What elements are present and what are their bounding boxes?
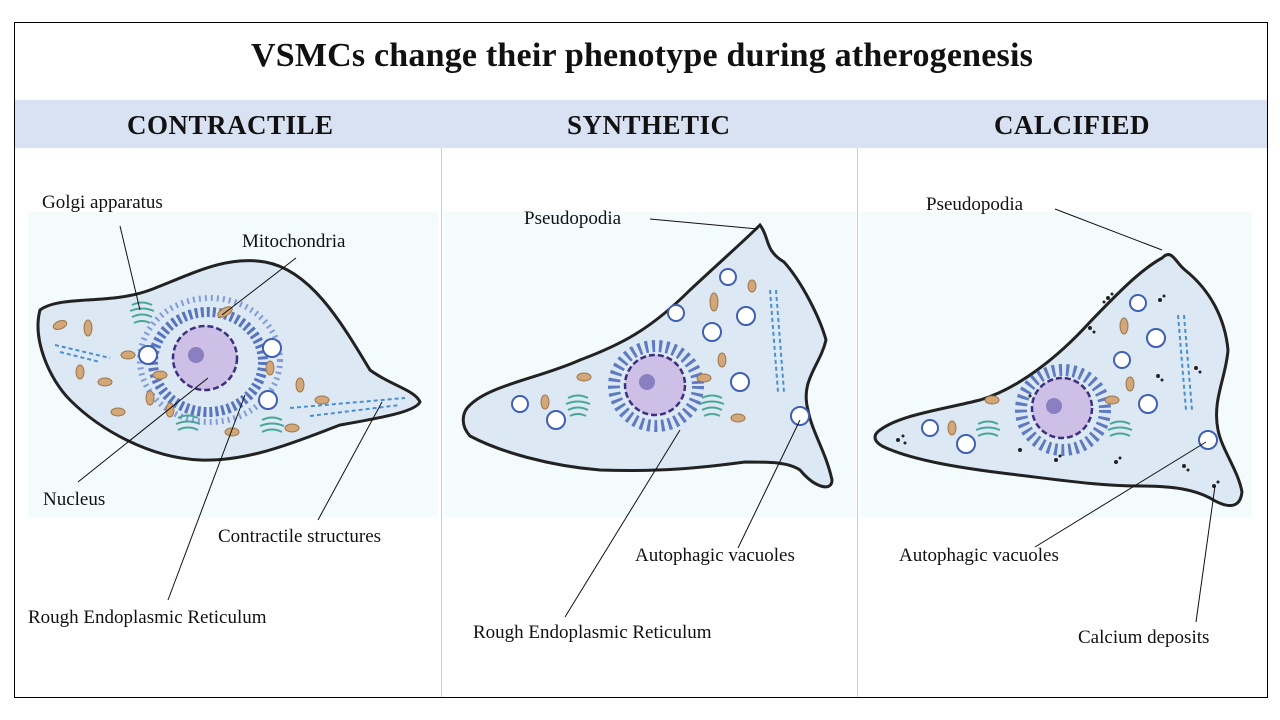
label-rer-contractile: Rough Endoplasmic Reticulum xyxy=(28,607,267,628)
calcified-nucleus xyxy=(1030,376,1094,440)
calcified-fibers xyxy=(1177,314,1193,411)
label-autophagic-synthetic: Autophagic vacuoles xyxy=(635,545,795,566)
contractile-mitochondria xyxy=(52,306,330,437)
slide-title: VSMCs change their phenotype during athe… xyxy=(250,37,1034,74)
label-golgi-apparatus: Golgi apparatus xyxy=(42,192,163,213)
heading-synthetic: SYNTHETIC xyxy=(567,110,731,140)
heading-calcified: CALCIFIED xyxy=(994,110,1151,140)
contractile-leaders xyxy=(77,225,383,601)
calcified-nucleolus xyxy=(1046,398,1062,414)
label-mitochondria: Mitochondria xyxy=(242,231,346,252)
synthetic-leaders xyxy=(564,218,801,618)
heading-contractile: CONTRACTILE xyxy=(127,110,334,140)
synthetic-golgi xyxy=(565,394,725,417)
label-rer-synthetic: Rough Endoplasmic Reticulum xyxy=(473,622,712,643)
contractile-fibers xyxy=(54,344,406,417)
label-autophagic-calcified: Autophagic vacuoles xyxy=(899,545,1059,566)
calcified-rer xyxy=(1015,364,1111,456)
synthetic-fibers xyxy=(769,289,785,393)
column-divider-2 xyxy=(857,148,858,697)
contractile-golgi xyxy=(129,301,285,433)
label-pseudopodia-calcified: Pseudopodia xyxy=(926,194,1024,215)
label-calcium-deposits: Calcium deposits xyxy=(1078,627,1210,648)
calcified-cell xyxy=(873,253,1244,507)
contractile-cell xyxy=(36,259,422,462)
calcified-golgi xyxy=(975,420,1133,437)
column-header-band xyxy=(15,100,1267,148)
calcified-leaders xyxy=(1034,208,1216,623)
calcified-vacuoles xyxy=(921,294,1218,454)
synthetic-cell xyxy=(461,222,834,489)
label-pseudopodia-synthetic: Pseudopodia xyxy=(524,208,622,229)
synthetic-mitochondria xyxy=(540,279,757,423)
label-nucleus: Nucleus xyxy=(43,489,106,510)
synthetic-vacuoles xyxy=(511,268,810,430)
label-contractile-structures: Contractile structures xyxy=(218,526,382,547)
column-divider-1 xyxy=(441,148,442,697)
synthetic-nucleolus xyxy=(639,374,655,390)
synthetic-rer xyxy=(608,340,704,432)
contractile-vesicles xyxy=(138,338,282,410)
contractile-nucleolus xyxy=(188,347,204,363)
calcified-mitochondria xyxy=(947,317,1135,436)
contractile-nucleus xyxy=(171,324,239,392)
synthetic-nucleus xyxy=(623,353,687,417)
